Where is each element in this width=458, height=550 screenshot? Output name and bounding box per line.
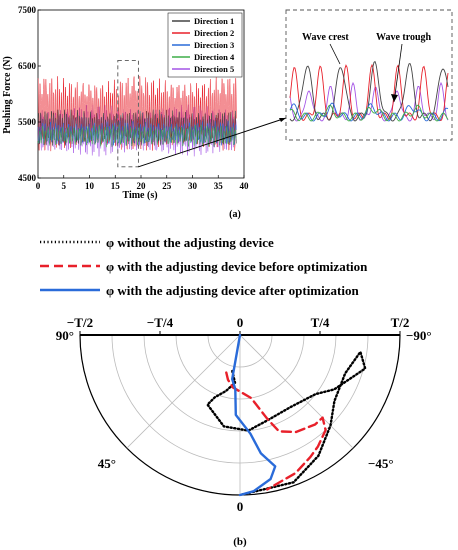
polar-series-3: [230, 333, 277, 497]
x-tick-label-a: 30: [188, 181, 198, 191]
polar-spoke: [239, 334, 354, 449]
x-tick-label-a: 10: [85, 181, 95, 191]
wave-trough-pointer: [393, 43, 403, 103]
x-tick-label-a: 15: [111, 181, 121, 191]
y-tick-label-a: 5500: [18, 117, 37, 127]
legend-label-1: Direction 1: [194, 16, 234, 26]
polar-degree-label: 90°: [56, 328, 74, 343]
legend-label-4: Direction 4: [194, 52, 235, 62]
annotation-wave-trough: Wave trough: [376, 32, 432, 43]
polar-top-label: −T/4: [147, 315, 174, 330]
legend-label-2: Direction 2: [194, 28, 234, 38]
x-axis-title-a: Time (s): [122, 190, 157, 201]
x-tick-label-a: 5: [62, 181, 67, 191]
legend-b-label-3: φ with the adjusting device after optimi…: [106, 283, 359, 298]
polar-degree-label: 45°: [98, 456, 116, 471]
polar-bottom-label: 0: [237, 499, 244, 514]
zoom-pointer-line: [138, 117, 287, 168]
ticks-a: 0 5 10 15 20 25 30 35 40 4500 5500 6500 7500: [18, 5, 249, 191]
zoom-arrowhead: [279, 118, 286, 122]
polar-top-label: −T/2: [67, 315, 93, 330]
polar-top-label: T/2: [391, 315, 410, 330]
series-group-b: [206, 333, 367, 497]
legend-label-5: Direction 5: [194, 64, 234, 74]
polar-top-label: 0: [237, 315, 244, 330]
panel-a: 0 5 10 15 20 25 30 35 40 4500 5500 6500 7500 Time (s…: [2, 5, 453, 220]
polar-top-label: T/4: [311, 315, 330, 330]
polar-degree-label: −90°: [406, 328, 432, 343]
series-group-a: [37, 76, 237, 157]
panel-label-a: (a): [229, 209, 241, 220]
panel-b: φ without the adjusting device φ with the…: [40, 235, 432, 548]
y-axis-title-a: Pushing Force (N): [2, 56, 13, 134]
zoom-window: [117, 59, 139, 168]
legend-b: φ without the adjusting device φ with the…: [40, 235, 368, 298]
x-tick-label-a: 40: [240, 181, 250, 191]
x-tick-label-a: 0: [36, 181, 41, 191]
polar-spoke: [126, 334, 241, 449]
y-tick-label-a: 6500: [18, 61, 37, 71]
polar-grid: [79, 331, 401, 496]
annotation-wave-crest: Wave crest: [302, 32, 349, 43]
polar-tick-labels: −T/2 −T/4 0 T/4 T/2 90° 45° −45° −90° 0: [56, 315, 432, 514]
polar-series-1: [206, 350, 367, 497]
polar-degree-label: −45°: [368, 456, 394, 471]
x-tick-label-a: 35: [214, 181, 224, 191]
wave-crest-pointer: [329, 43, 341, 65]
inset-line-4: [289, 104, 449, 122]
legend-a: Direction 1 Direction 2 Direction 3 Directi…: [167, 12, 243, 78]
series-line-4: [37, 124, 237, 148]
x-tick-label-a: 20: [137, 181, 147, 191]
panel-label-b: (b): [233, 536, 247, 548]
legend-b-label-1: φ without the adjusting device: [106, 235, 274, 250]
inset-series: [289, 60, 449, 122]
y-tick-label-a: 4500: [18, 173, 37, 183]
y-tick-label-a: 7500: [18, 5, 37, 15]
inset-line-2: [289, 63, 449, 122]
x-tick-label-a: 25: [162, 181, 172, 191]
wave-trough-arrowhead: [391, 94, 398, 102]
legend-label-3: Direction 3: [194, 40, 234, 50]
legend-b-label-2: φ with the adjusting device before optim…: [106, 259, 368, 274]
